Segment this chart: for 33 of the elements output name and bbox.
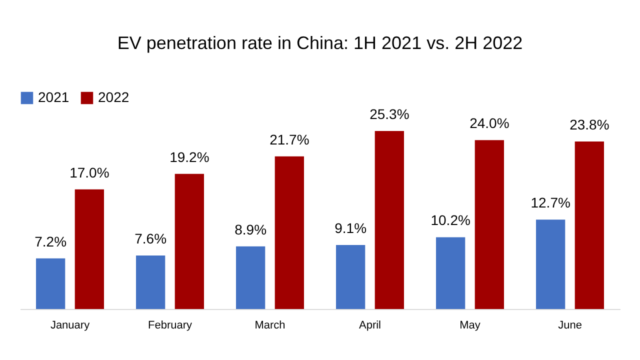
data-label: 24.0% (470, 115, 510, 132)
data-label: 19.2% (170, 148, 210, 165)
bar (374, 131, 404, 309)
bar (174, 174, 204, 309)
data-label: 7.2% (34, 233, 67, 250)
bar (236, 246, 266, 309)
data-label: 12.7% (530, 194, 570, 211)
legend-label: 2021 (38, 89, 70, 105)
bar (574, 142, 604, 309)
data-label: 21.7% (270, 131, 310, 148)
bar (136, 256, 166, 309)
x-tick-label: February (148, 320, 192, 332)
data-label: 8.9% (234, 221, 267, 238)
bar (274, 156, 304, 309)
bar (336, 244, 366, 309)
data-label: 17.0% (70, 164, 110, 180)
data-label: 7.6% (134, 230, 167, 247)
x-tick-label: April (358, 320, 382, 332)
data-label: 9.1% (334, 220, 367, 236)
x-tick-label: January (50, 320, 90, 332)
data-label: 23.8% (570, 116, 610, 133)
chart-title: EV penetration rate in China: 1H 2021 vs. 2H 2022 (117, 33, 523, 53)
bar (436, 237, 466, 309)
x-tick-label: May (460, 320, 481, 332)
legend-label: 2022 (98, 89, 130, 105)
data-label: 25.3% (370, 106, 410, 122)
bar (36, 258, 66, 309)
data-label: 10.2% (430, 212, 470, 228)
x-tick-label: June (558, 320, 582, 332)
bar (74, 189, 104, 309)
bar (474, 140, 504, 309)
bar (536, 220, 566, 309)
x-tick-label: March (254, 320, 286, 332)
